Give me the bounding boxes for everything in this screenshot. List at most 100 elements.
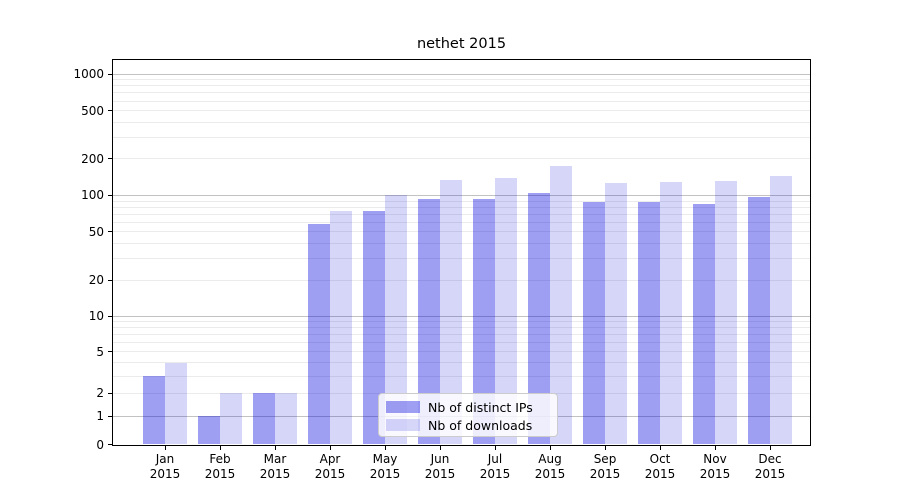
x-tick-label: May 2015: [369, 451, 401, 482]
bar-downloads: [385, 195, 407, 445]
y-tick-mark: [108, 194, 112, 196]
y-tick-mark: [108, 231, 112, 233]
y-tick-label: 1: [96, 409, 104, 424]
chart-title: nethet 2015: [416, 36, 507, 52]
gridline: [113, 110, 810, 112]
minor-gridline: [113, 334, 810, 336]
legend-swatch-downloads: [386, 419, 420, 431]
x-tick-mark: [659, 446, 661, 450]
x-tick-label: Mar 2015: [259, 451, 291, 482]
x-tick-mark: [219, 446, 221, 450]
y-tick-label: 500: [81, 103, 104, 118]
x-tick-mark: [164, 446, 166, 450]
x-tick-label: Aug 2015: [534, 451, 566, 482]
bar-downloads: [605, 182, 627, 445]
minor-gridline: [113, 243, 810, 245]
bar-distinct-ips: [198, 416, 220, 445]
x-tick-mark: [274, 446, 276, 450]
y-tick-label: 5: [96, 344, 104, 359]
y-tick-label: 200: [81, 151, 104, 166]
gridline: [113, 231, 810, 233]
bar-distinct-ips: [693, 204, 715, 445]
x-tick-mark: [439, 446, 441, 450]
x-tick-label: Nov 2015: [699, 451, 731, 482]
bar-downloads: [550, 165, 572, 445]
bar-distinct-ips: [528, 192, 550, 445]
bar-downloads: [495, 178, 517, 445]
y-tick-mark: [108, 110, 112, 112]
y-tick-label: 10: [88, 309, 104, 324]
x-tick-label: Apr 2015: [314, 451, 346, 482]
legend: Nb of distinct IPs Nb of downloads: [378, 393, 558, 437]
minor-gridline: [113, 79, 810, 81]
bar-downloads: [660, 181, 682, 445]
bar-downloads: [275, 393, 297, 445]
gridline: [113, 351, 810, 353]
minor-gridline: [113, 342, 810, 344]
bar-distinct-ips: [638, 201, 660, 445]
legend-label-distinct-ips: Nb of distinct IPs: [428, 399, 533, 415]
y-tick-mark: [108, 392, 112, 394]
bar-distinct-ips: [748, 196, 770, 445]
x-tick-mark: [714, 446, 716, 450]
x-tick-mark: [494, 446, 496, 450]
bar-distinct-ips: [473, 199, 495, 445]
minor-gridline: [113, 200, 810, 202]
y-tick-mark: [108, 73, 112, 75]
bar-distinct-ips: [583, 202, 605, 445]
y-tick-label: 50: [88, 224, 104, 239]
x-tick-label: Dec 2015: [754, 451, 786, 482]
x-tick-mark: [384, 446, 386, 450]
y-tick-label: 20: [88, 273, 104, 288]
minor-gridline: [113, 100, 810, 102]
y-tick-label: 0: [96, 437, 104, 452]
x-tick-mark: [769, 446, 771, 450]
minor-gridline: [113, 375, 810, 377]
bar-distinct-ips: [253, 393, 275, 445]
bar-distinct-ips: [308, 224, 330, 445]
x-tick-mark: [549, 446, 551, 450]
minor-gridline: [113, 137, 810, 139]
bar-downloads: [770, 175, 792, 445]
plot-area: [112, 59, 811, 446]
y-tick-mark: [108, 415, 112, 417]
legend-item-downloads: Nb of downloads: [386, 416, 551, 434]
legend-swatch-distinct-ips: [386, 401, 420, 413]
x-tick-label: Jan 2015: [149, 451, 181, 482]
bar-distinct-ips: [143, 376, 165, 445]
minor-gridline: [113, 258, 810, 260]
legend-label-downloads: Nb of downloads: [428, 417, 533, 433]
minor-gridline: [113, 221, 810, 223]
legend-item-distinct-ips: Nb of distinct IPs: [386, 398, 551, 416]
major-gridline: [113, 73, 810, 75]
x-tick-mark: [329, 446, 331, 450]
y-tick-label: 2: [96, 386, 104, 401]
minor-gridline: [113, 92, 810, 94]
y-tick-mark: [108, 279, 112, 281]
bar-downloads: [330, 211, 352, 445]
y-tick-mark: [108, 444, 112, 445]
minor-gridline: [113, 327, 810, 329]
y-tick-mark: [108, 158, 112, 160]
major-gridline: [113, 315, 810, 317]
x-tick-label: Jun 2015: [424, 451, 456, 482]
minor-gridline: [113, 206, 810, 208]
minor-gridline: [113, 213, 810, 215]
gridline: [113, 279, 810, 281]
x-tick-label: Jul 2015: [479, 451, 511, 482]
y-tick-label: 100: [81, 188, 104, 203]
x-tick-label: Oct 2015: [644, 451, 676, 482]
minor-gridline: [113, 321, 810, 323]
x-tick-mark: [604, 446, 606, 450]
bar-downloads: [715, 181, 737, 445]
minor-gridline: [113, 85, 810, 87]
y-tick-label: 1000: [73, 67, 104, 82]
minor-gridline: [113, 121, 810, 123]
bar-downloads: [165, 362, 187, 445]
y-tick-mark: [108, 351, 112, 353]
gridline: [113, 158, 810, 160]
major-gridline: [113, 194, 810, 196]
bar-downloads: [440, 180, 462, 445]
bar-distinct-ips: [363, 210, 385, 445]
